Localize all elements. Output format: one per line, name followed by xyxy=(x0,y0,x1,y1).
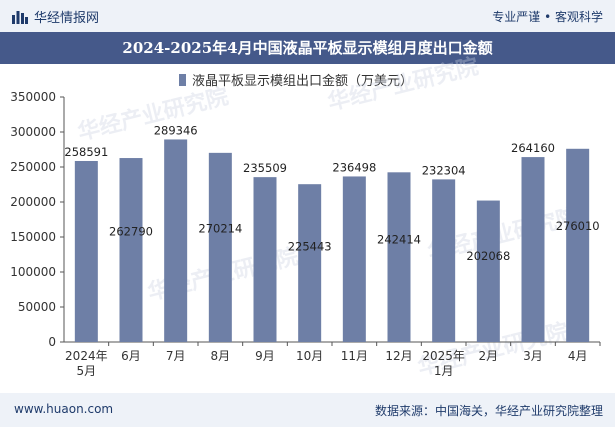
bar xyxy=(298,184,322,342)
x-tick-label: 3月 xyxy=(523,349,543,363)
y-tick-label: 350000 xyxy=(10,90,56,104)
x-tick-label: 12月 xyxy=(385,349,412,363)
bar xyxy=(476,200,500,342)
x-tick-label: 8月 xyxy=(211,349,231,363)
footer: www.huaon.com 数据来源：中国海关，华经产业研究院整理 xyxy=(0,393,615,427)
x-tick-label: 5月 xyxy=(77,364,97,378)
x-tick-label: 9月 xyxy=(255,349,275,363)
watermark: 华经产业研究院 xyxy=(325,53,481,115)
data-label: 232304 xyxy=(422,163,466,177)
legend-swatch xyxy=(179,73,186,86)
data-label: 258591 xyxy=(64,145,108,159)
top-bar: 华经情报网 专业严谨 • 客观科学 xyxy=(0,0,615,32)
data-source: 数据来源：中国海关，华经产业研究院整理 xyxy=(374,404,603,418)
brand-name: 华经情报网 xyxy=(34,11,100,26)
bar xyxy=(566,148,590,342)
data-label: 264160 xyxy=(511,141,555,155)
x-tick-label: 10月 xyxy=(296,349,323,363)
y-tick-label: 250000 xyxy=(10,160,56,174)
y-tick-label: 50000 xyxy=(18,300,56,314)
y-tick-label: 300000 xyxy=(10,125,56,139)
data-label: 225443 xyxy=(288,239,332,253)
y-tick-label: 100000 xyxy=(10,265,56,279)
y-tick-label: 200000 xyxy=(10,195,56,209)
legend-label: 液晶平板显示模组出口金额（万美元） xyxy=(192,74,414,89)
bar xyxy=(164,139,188,342)
x-tick-label: 6月 xyxy=(121,349,141,363)
data-label: 289346 xyxy=(154,123,198,137)
bar xyxy=(74,160,98,342)
bar xyxy=(119,158,143,342)
x-tick-label: 2月 xyxy=(479,349,499,363)
legend: 液晶平板显示模组出口金额（万美元） xyxy=(179,70,413,89)
data-label: 236498 xyxy=(332,160,376,174)
bar xyxy=(342,176,366,342)
x-tick-label: 2024年 xyxy=(65,349,108,363)
x-tick-label: 4月 xyxy=(568,349,588,363)
brand[interactable]: 华经情报网 xyxy=(12,7,99,26)
data-label: 235509 xyxy=(243,161,287,175)
x-tick-label: 2025年 xyxy=(422,349,465,363)
data-label: 276010 xyxy=(556,219,600,233)
bar xyxy=(208,152,232,342)
chart-title: 2024-2025年4月中国液晶平板显示模组月度出口金额 xyxy=(0,32,615,64)
data-label: 270214 xyxy=(198,221,242,235)
website-link[interactable]: www.huaon.com xyxy=(14,402,114,416)
data-label: 262790 xyxy=(109,224,153,238)
tagline: 专业严谨 • 客观科学 xyxy=(492,10,603,24)
x-tick-label: 1月 xyxy=(434,364,454,378)
brand-logo-icon xyxy=(12,10,28,24)
x-tick-label: 7月 xyxy=(166,349,186,363)
bar xyxy=(432,179,456,342)
data-label: 202068 xyxy=(466,249,510,263)
y-tick-label: 0 xyxy=(48,335,56,349)
x-tick-label: 11月 xyxy=(341,349,368,363)
bar xyxy=(253,177,277,342)
bar xyxy=(387,172,411,342)
bar xyxy=(521,157,545,342)
data-label: 242414 xyxy=(377,233,421,247)
y-tick-label: 150000 xyxy=(10,230,56,244)
